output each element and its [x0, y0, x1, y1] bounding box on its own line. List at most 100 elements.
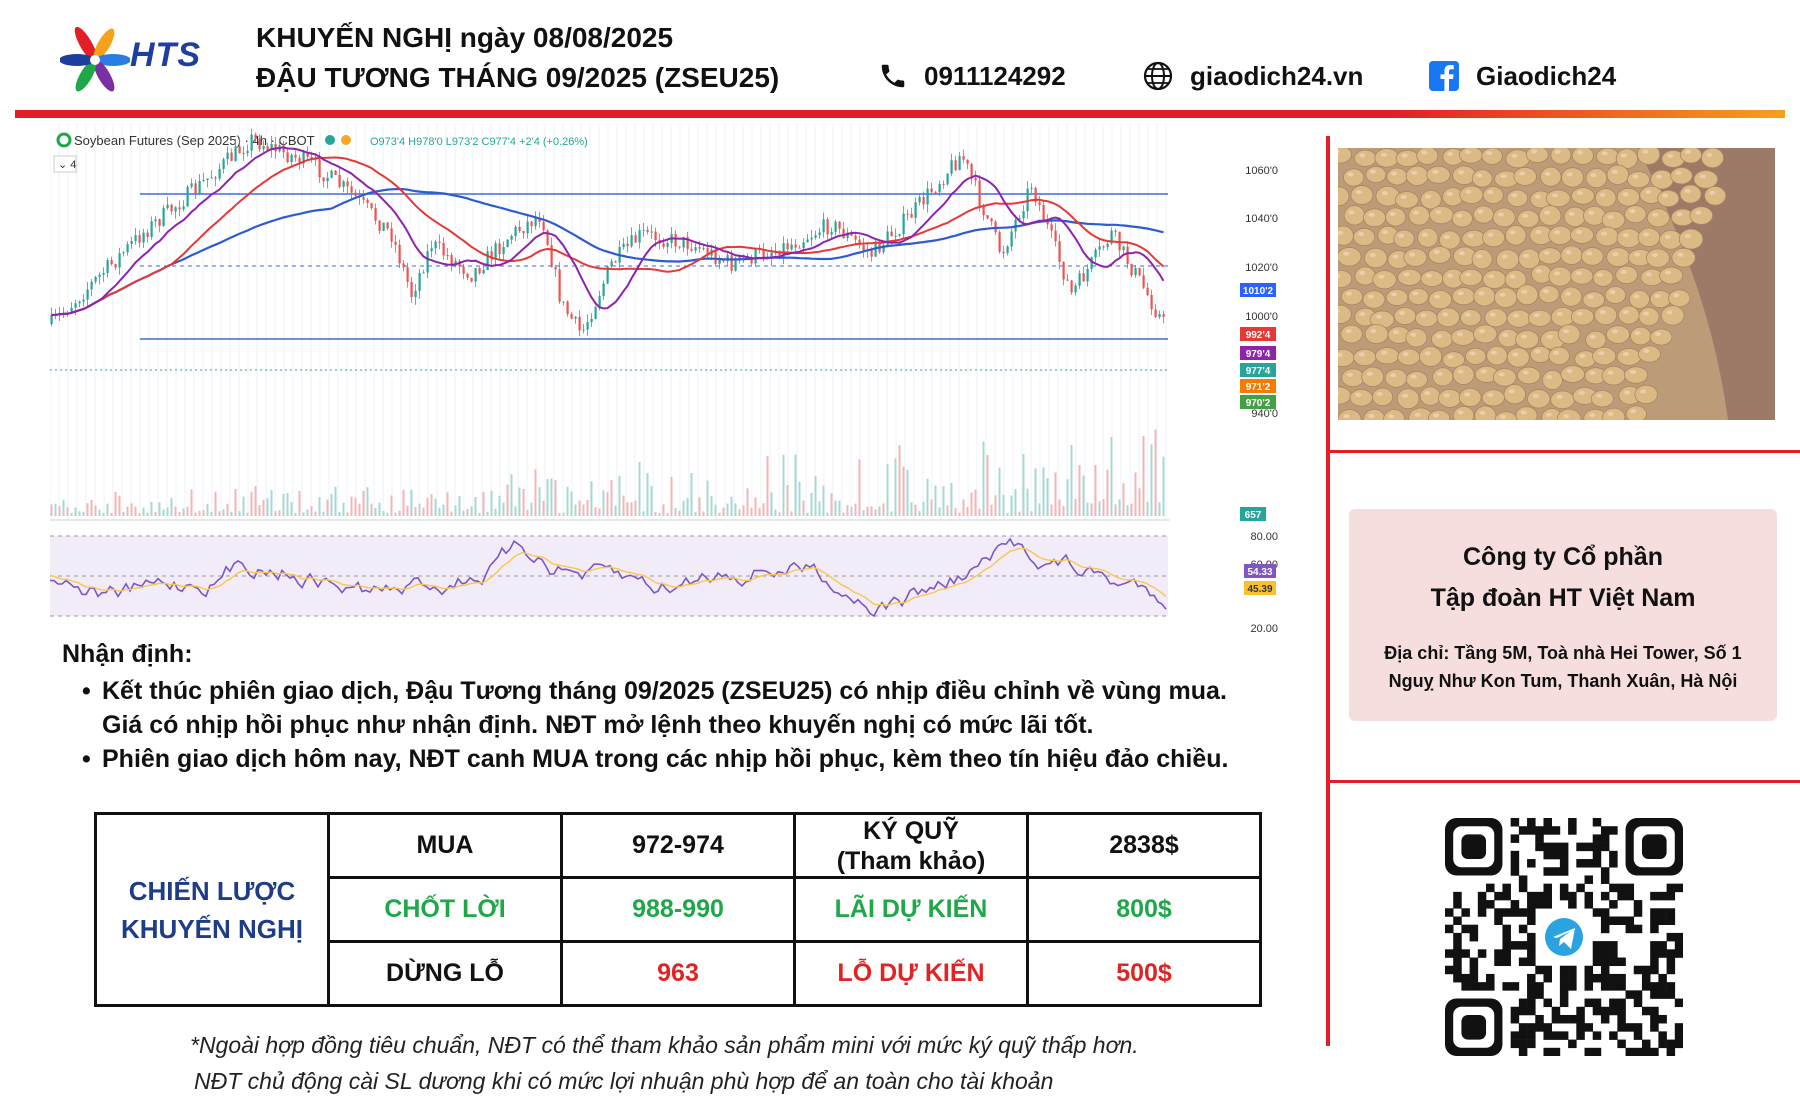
qr-module [1535, 982, 1544, 991]
volume-bar [570, 491, 573, 516]
soybean-highlight [1464, 150, 1471, 155]
volume-bar [826, 512, 829, 516]
qr-module [1666, 990, 1676, 999]
candle-body [442, 242, 445, 256]
candle-body [702, 247, 705, 249]
qr-module [1559, 1014, 1569, 1024]
volume-bar [262, 499, 265, 516]
website-contact[interactable]: giaodich24.vn [1142, 60, 1363, 92]
volume-bar [222, 509, 225, 516]
volume-bar [142, 507, 145, 516]
candle-body [822, 219, 825, 233]
strategy-label-line1: CHIẾN LƯỢC [128, 875, 296, 906]
candle-body [222, 159, 225, 169]
candle-body [282, 145, 285, 153]
soybean-highlight [1695, 210, 1702, 215]
volume-bar [702, 511, 705, 516]
volume-bar [258, 505, 261, 516]
qr-module [1551, 842, 1561, 852]
candle-body [582, 329, 585, 331]
soybean-highlight [1358, 232, 1365, 237]
soybean [1571, 187, 1595, 205]
qr-module [1617, 1006, 1626, 1016]
phone-contact[interactable]: 0911124292 [878, 60, 1066, 92]
soybean [1594, 305, 1618, 326]
soybean-highlight [1623, 390, 1630, 395]
volume-bar [386, 512, 389, 516]
facebook-contact[interactable]: Giaodich24 [1428, 60, 1616, 92]
candle-body [506, 239, 509, 247]
volume-bar [1070, 444, 1073, 516]
soybean-highlight [1392, 254, 1399, 259]
soybean-highlight [1665, 270, 1672, 275]
soybean [1350, 185, 1374, 205]
hts-logo-mark [59, 26, 131, 92]
volume-bar [162, 509, 165, 516]
interval-value: 4 [70, 159, 76, 171]
candle-body [1094, 249, 1097, 258]
soybean-highlight [1563, 329, 1570, 334]
qr-module [1592, 1031, 1602, 1040]
volume-bar [878, 506, 881, 516]
rsi-tag: 54.33 [1247, 567, 1272, 578]
candle-body [574, 316, 577, 319]
volume-bar [62, 500, 65, 516]
candle-body [350, 186, 353, 193]
candle-body [126, 244, 129, 253]
qr-module [1461, 924, 1470, 934]
price-tag-bg [1240, 395, 1276, 409]
website-link[interactable]: giaodich24.vn [1190, 60, 1364, 91]
soybean-highlight [1630, 409, 1637, 414]
candle-body [1018, 218, 1021, 220]
candle-body [1098, 246, 1101, 250]
qr-module [1568, 900, 1577, 909]
volume-bar [322, 511, 325, 516]
qr-module [1584, 900, 1594, 909]
qr-module [1576, 1006, 1585, 1016]
indicator-toggle[interactable] [53, 155, 77, 173]
volume-bar [818, 501, 821, 516]
qr-module [1592, 973, 1602, 983]
buy-action: MUA [327, 812, 563, 879]
candle-body [490, 251, 493, 260]
qr-module [1486, 973, 1495, 983]
candle-body [910, 213, 913, 218]
qr-module [1461, 973, 1470, 983]
qr-code-icon[interactable] [1445, 818, 1684, 1057]
qr-module [1551, 1014, 1561, 1024]
soybean [1340, 324, 1363, 344]
moving-average-mid [51, 156, 1165, 316]
qr-module [1625, 891, 1635, 901]
qr-module [1617, 1023, 1626, 1032]
qr-module [1445, 965, 1454, 975]
qr-module [1527, 1023, 1536, 1032]
soybean [1405, 328, 1428, 348]
soybean [1338, 186, 1350, 207]
qr-module [1641, 1006, 1651, 1016]
candle-body [930, 188, 933, 193]
soybean-highlight [1469, 351, 1476, 356]
soybean [1671, 247, 1696, 268]
qr-module [1559, 867, 1569, 876]
soybean-highlight [1508, 389, 1515, 394]
volume-bar [394, 512, 397, 516]
candle-body [346, 181, 349, 187]
price-tag-bg [1240, 363, 1276, 377]
candle-body [234, 146, 237, 161]
volume-bar [1054, 472, 1057, 516]
volume-bar [894, 458, 897, 516]
soybean-highlight [1499, 292, 1506, 297]
soybean-highlight [1368, 212, 1375, 217]
qr-module [1658, 1031, 1667, 1040]
candle-body [946, 173, 949, 185]
candle-body [1038, 202, 1041, 205]
qr-module [1527, 973, 1536, 983]
soybean-highlight [1589, 370, 1596, 375]
qr-module [1551, 826, 1561, 835]
volume-bar [1106, 469, 1109, 516]
volume-bar [1086, 502, 1089, 516]
candle-body [1034, 187, 1037, 203]
volume-bar [554, 480, 557, 516]
qr-module [1568, 818, 1577, 827]
qr-module [1609, 982, 1618, 991]
